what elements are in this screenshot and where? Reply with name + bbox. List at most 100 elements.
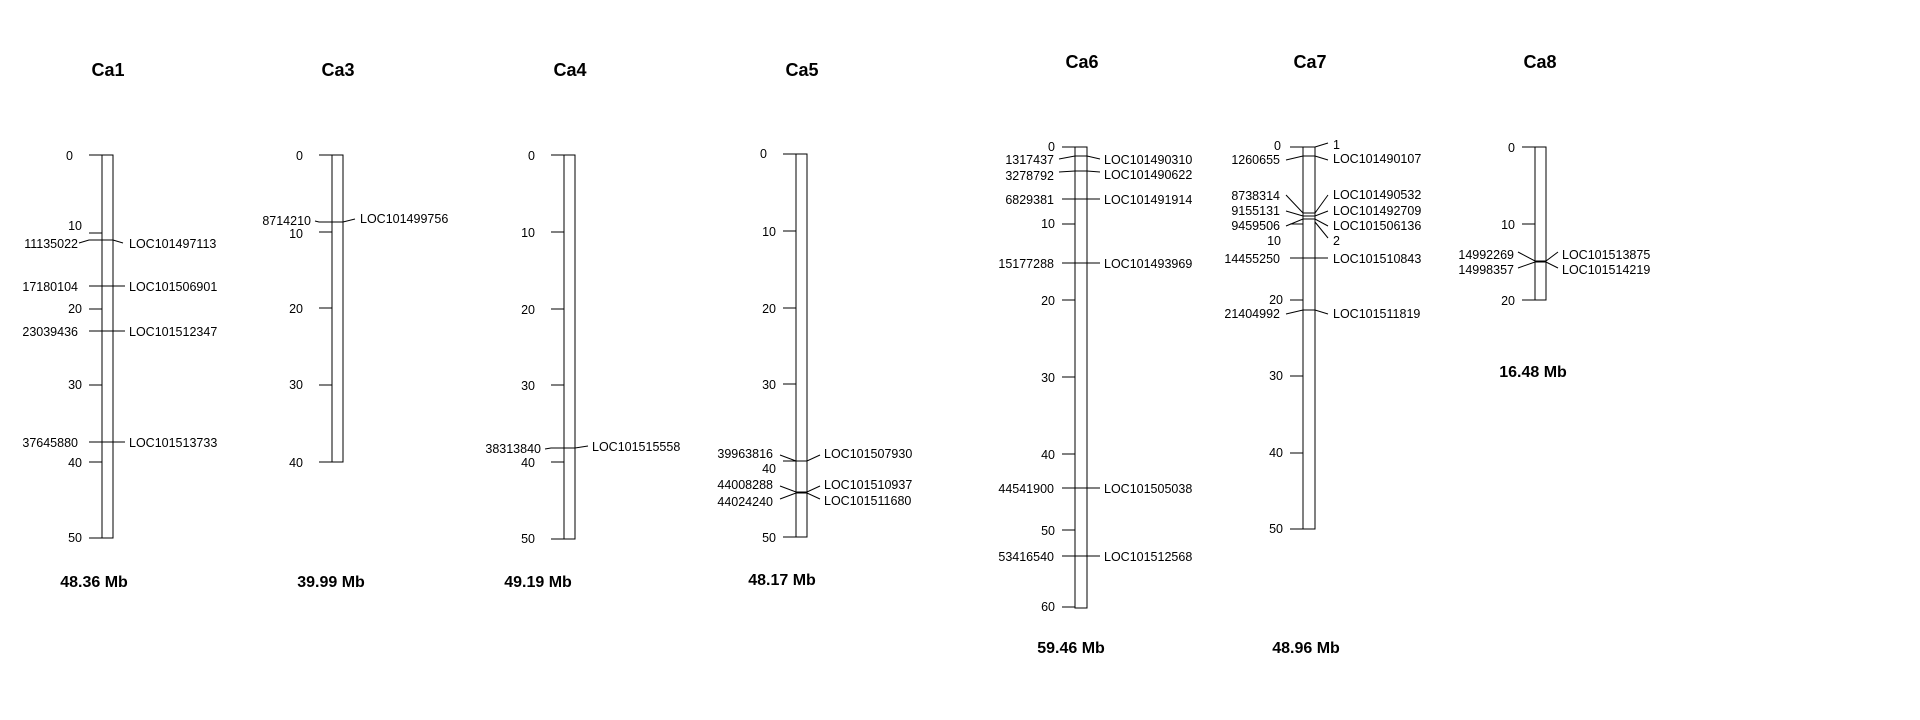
chromosome-size: 48.36 Mb	[60, 574, 128, 591]
locus-position: 53416540	[998, 550, 1054, 564]
locus-marker	[1314, 142, 1329, 148]
chromosome-ca4: Ca4 0 10 20 30 40 50 38313840 LOC1015155…	[485, 60, 680, 591]
chromosome-ca8: Ca8 0 10 20 14992269 LOC101513875 149983…	[1458, 52, 1650, 381]
locus-name: LOC101490310	[1104, 153, 1192, 167]
locus-marker	[1285, 218, 1329, 227]
chromosome-ca3: Ca3 0 10 20 30 40 8714210 LOC101499756 3…	[262, 60, 448, 591]
locus-name: LOC101490622	[1104, 168, 1192, 182]
scale-tick-label: 50	[1269, 522, 1283, 536]
scale-tick-label: 0	[760, 147, 767, 161]
scale-tick-label: 10	[289, 227, 303, 241]
locus-name: LOC101492709	[1333, 204, 1421, 218]
locus-position: 8714210	[262, 214, 311, 228]
locus-position: 37645880	[22, 436, 78, 450]
scale-tick-label: 20	[1041, 294, 1055, 308]
locus-position: 3278792	[1005, 169, 1054, 183]
locus-name: LOC101512568	[1104, 550, 1192, 564]
locus-name: LOC101491914	[1104, 193, 1192, 207]
scale-tick-label: 10	[1041, 217, 1055, 231]
scale-tick-label: 10	[1501, 218, 1515, 232]
chromosome-ca5: Ca5 0 10 20 30 40 50 39963816 LOC1015079…	[717, 60, 912, 589]
locus-name: LOC101510937	[824, 478, 912, 492]
scale-tick-label: 30	[762, 378, 776, 392]
chromosome-title: Ca6	[1065, 52, 1098, 72]
locus-position: 14455250	[1224, 252, 1280, 266]
scale-tick-label: 40	[762, 462, 776, 476]
locus-position: 14998357	[1458, 263, 1514, 277]
locus-marker	[78, 239, 124, 244]
locus-name: LOC101510843	[1333, 252, 1421, 266]
chromosome-size: 48.96 Mb	[1272, 640, 1340, 657]
locus-position: 15177288	[998, 257, 1054, 271]
scale-tick-label: 30	[1269, 369, 1283, 383]
chromosome-size: 49.19 Mb	[504, 574, 572, 591]
locus-name: LOC101507930	[824, 447, 912, 461]
scale-tick-label: 20	[1269, 293, 1283, 307]
locus-position: 44541900	[998, 482, 1054, 496]
locus-name: LOC101513733	[129, 436, 217, 450]
locus-name: LOC101505038	[1104, 482, 1192, 496]
locus-marker	[1517, 251, 1559, 262]
locus-name: 2	[1333, 234, 1340, 248]
scale-tick-label: 0	[296, 149, 303, 163]
locus-marker	[1285, 210, 1329, 217]
locus-position: 39963816	[717, 447, 773, 461]
locus-name: LOC101512347	[129, 325, 217, 339]
locus-name: LOC101493969	[1104, 257, 1192, 271]
locus-name: LOC101511819	[1333, 307, 1420, 321]
scale-tick-label: 50	[1041, 524, 1055, 538]
scale-tick-label: 20	[68, 302, 82, 316]
locus-position: 44024240	[717, 495, 773, 509]
locus-name: LOC101497113	[129, 237, 216, 251]
scale-tick-label: 50	[68, 531, 82, 545]
scale-tick-label: 60	[1041, 600, 1055, 614]
scale-tick-label: 10	[521, 226, 535, 240]
chromosome-bar	[1074, 146, 1088, 609]
locus-position: 6829381	[1005, 193, 1054, 207]
chromosome-ca6: Ca6 0 10 20 30 40 50 60 1317437 LOC10149…	[998, 52, 1192, 657]
scale-tick-label: 40	[289, 456, 303, 470]
locus-name: LOC101511680	[824, 494, 911, 508]
chromosome-size: 48.17 Mb	[748, 572, 816, 589]
locus-name: LOC101506901	[129, 280, 217, 294]
scale-tick-label: 0	[1508, 141, 1515, 155]
chromosome-size: 16.48 Mb	[1499, 364, 1567, 381]
scale-tick-label: 20	[762, 302, 776, 316]
locus-position: 8738314	[1231, 189, 1280, 203]
scale-tick-label: 20	[1501, 294, 1515, 308]
scale-tick-label: 40	[68, 456, 82, 470]
scale-tick-label: 20	[521, 303, 535, 317]
chromosome-title: Ca1	[91, 60, 124, 80]
scale-tick-label: 10	[68, 219, 82, 233]
locus-name: LOC101514219	[1562, 263, 1650, 277]
locus-name: LOC101490107	[1333, 152, 1421, 166]
locus-marker	[1285, 194, 1329, 214]
scale-tick-label: 20	[289, 302, 303, 316]
chromosome-title: Ca5	[785, 60, 818, 80]
locus-marker	[1058, 155, 1101, 160]
chromosome-bar	[795, 153, 808, 538]
locus-marker	[1285, 309, 1329, 315]
scale-tick-label: 30	[68, 378, 82, 392]
scale-tick-label: 40	[1269, 446, 1283, 460]
locus-position: 44008288	[717, 478, 773, 492]
chromosome-title: Ca8	[1523, 52, 1556, 72]
locus-position: 21404992	[1224, 307, 1280, 321]
chromosome-bar	[101, 154, 114, 539]
locus-marker	[1285, 155, 1329, 161]
locus-position: 23039436	[22, 325, 78, 339]
locus-marker	[779, 485, 821, 493]
locus-marker	[1314, 221, 1329, 239]
locus-marker	[779, 454, 821, 462]
locus-position: 11135022	[24, 237, 78, 251]
scale-tick-label: 0	[1048, 140, 1055, 154]
chromosome-title: Ca7	[1293, 52, 1326, 72]
chromosome-bar	[331, 154, 344, 463]
scale-tick-label: 10	[1267, 234, 1281, 248]
scale-tick-label: 40	[521, 456, 535, 470]
scale-tick-label: 50	[521, 532, 535, 546]
locus-name: LOC101490532	[1333, 188, 1421, 202]
locus-name: 1	[1333, 138, 1340, 152]
locus-position: 17180104	[22, 280, 78, 294]
scale-tick-label: 10	[762, 225, 776, 239]
